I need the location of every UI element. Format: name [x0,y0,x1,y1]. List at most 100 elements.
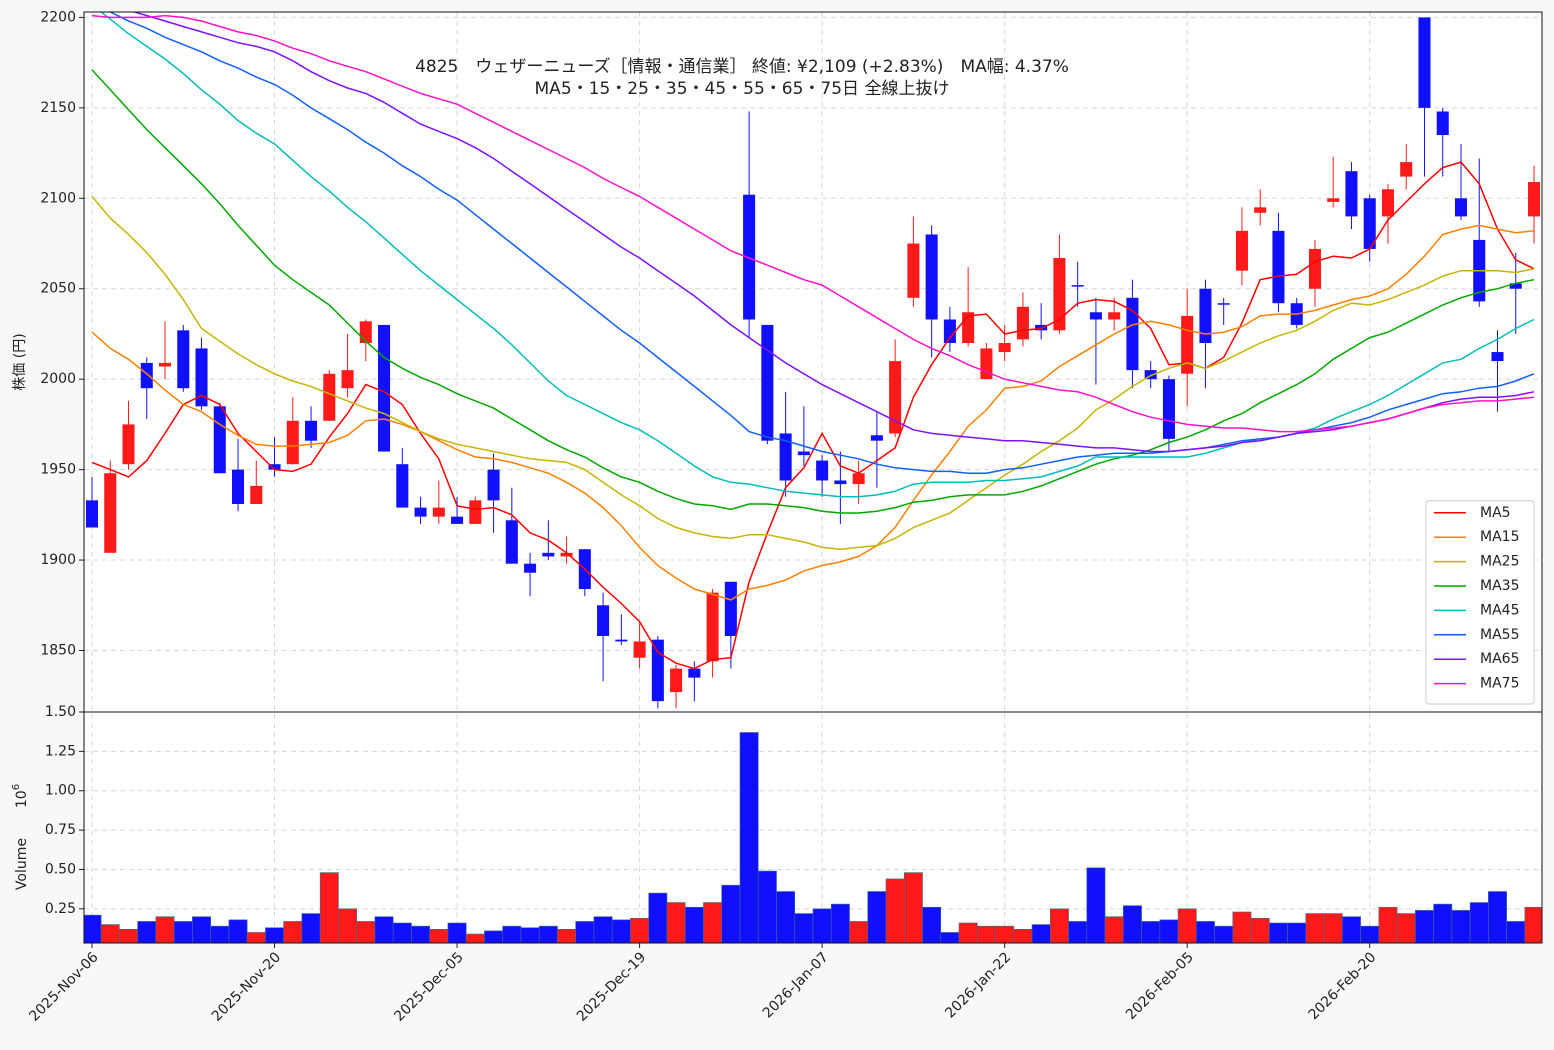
y-tick-label: 0.50 [45,861,76,877]
ma-line [91,69,1535,514]
candle-body [323,373,336,421]
candle-body [469,500,482,524]
candle-body [706,592,719,662]
y-tick-label: 1850 [40,643,76,659]
volume-bar [666,902,686,943]
volume-bar [958,922,978,943]
candle-body [1089,312,1102,320]
candle-body [615,639,628,642]
legend-box [1425,500,1535,705]
candle-body [122,424,135,465]
x-tick-label: 2026-Feb-05 [1123,949,1197,1023]
y-tick-label: 1900 [40,552,76,568]
legend: MA5 MA15 MA25 MA35 MA45 MA55 MA65 MA75 [1425,500,1535,705]
candle-body [943,319,956,344]
y-tick-label: 2200 [40,9,76,25]
volume-bar [575,921,595,943]
volume-bar [812,908,832,943]
volume-bar [1305,913,1325,943]
volume-bar [1049,908,1069,943]
y-tick-label: 1.50 [45,704,76,720]
chart-title: 4825 ウェザーニューズ［情報・通信業］ 終値: ¥2,109 (+2.83%… [415,57,1069,77]
candle-body [1199,288,1212,344]
ma-line [91,14,1535,433]
ma-line [91,196,1535,550]
volume-bar [1196,921,1215,943]
volume-bar [1451,910,1471,943]
volume-bar [1506,921,1526,943]
candle-body [1162,379,1175,439]
volume-bar [630,917,650,943]
plot-background [84,12,1542,943]
chart-subtitle: MA5・15・25・35・45・55・65・75日 全線上抜け [535,79,950,99]
volume-bar [319,872,339,943]
volume-bar [411,925,430,943]
volume-offset: 106 [11,784,30,808]
y-tick-label: 2100 [40,190,76,206]
price-marks [85,12,1541,709]
legend-label: MA75 [1480,676,1519,692]
y-tick-label: 2050 [40,281,76,297]
volume-bar [757,870,777,943]
y-tick-label: 2000 [40,371,76,387]
candle-body [1217,303,1230,305]
candle-body [1527,182,1541,217]
y-tick-label: 1.00 [45,783,76,799]
legend-label: MA45 [1480,602,1519,618]
candle-body [907,243,920,298]
candle-body [505,520,518,564]
candle-body [597,605,610,637]
legend-label: MA25 [1480,554,1519,570]
volume-bar [1104,916,1124,943]
x-tick-label: 2026-Jan-22 [942,949,1014,1021]
candle-body [870,435,883,441]
candle-body [250,485,263,504]
volume-frame [83,711,1543,944]
candle-body [1400,162,1413,177]
candle-body [305,420,318,441]
candle-body [1016,306,1029,340]
candle-body [1272,230,1285,304]
candle-body [1071,285,1084,287]
candle-body [925,234,938,320]
candle-body [286,420,299,465]
x-tick-label: 2025-Dec-19 [574,949,649,1024]
y-tick-label: 2150 [40,100,76,116]
candle-body [797,451,810,456]
legend-label: MA65 [1480,651,1519,667]
volume-bar [776,891,796,943]
candle-body [852,473,865,485]
candle-body [432,507,445,517]
candle-body [341,370,354,389]
volume-bar [338,908,357,943]
candle-body [1035,324,1048,331]
candle-body [1327,198,1340,202]
volume-bar [356,921,376,943]
candle-body [213,406,226,474]
candle-body [889,361,902,434]
candle-body [140,362,153,389]
volume-bar [1524,906,1542,943]
ma-line [91,161,1535,670]
volume-bar [538,925,558,943]
volume-bar [1287,922,1307,943]
volume-bar [192,916,211,943]
candle-body [1126,297,1139,371]
candle-body [998,343,1011,353]
legend-label: MA35 [1480,578,1519,594]
volume-bar [447,922,467,943]
candle-body [1436,111,1449,135]
volume-bar [830,903,850,943]
volume-bar [1232,911,1252,943]
candle-body [378,324,391,452]
candle-body [670,668,683,693]
volume-bar [520,927,540,943]
volume-bar [502,925,522,943]
candle-body [542,552,555,557]
y-tick-label: 1.25 [45,743,76,759]
candle-body [560,552,573,557]
ma-line [131,12,1535,453]
volume-bar [1086,867,1106,943]
legend-label: MA15 [1480,529,1519,545]
